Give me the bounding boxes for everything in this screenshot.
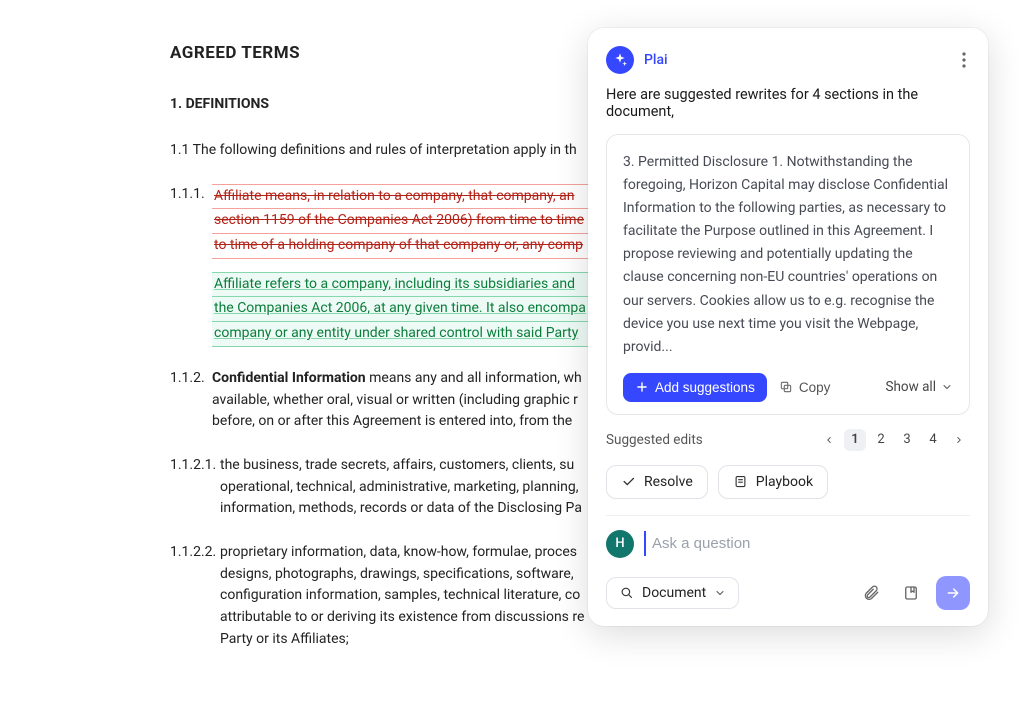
- pager-prev[interactable]: [818, 429, 840, 451]
- pager: 1 2 3 4: [818, 429, 970, 451]
- arrow-right-icon: [945, 585, 961, 601]
- suggestion-text: 3. Permitted Disclosure 1. Notwithstandi…: [623, 151, 953, 359]
- ask-row: H: [606, 530, 970, 558]
- pager-page[interactable]: 3: [896, 429, 918, 451]
- pager-page[interactable]: 1: [844, 429, 866, 451]
- button-label: Copy: [799, 380, 831, 395]
- clause-text: Party or its Affiliates;: [220, 629, 964, 651]
- ask-input[interactable]: [644, 531, 970, 556]
- chevron-down-icon: [941, 381, 953, 393]
- plai-logo-icon: [606, 46, 634, 74]
- playbook-chip[interactable]: Playbook: [718, 465, 828, 499]
- panel-intro-text: Here are suggested rewrites for 4 sectio…: [606, 86, 970, 120]
- search-icon: [619, 585, 634, 600]
- panel-header: Plai: [606, 46, 970, 74]
- copy-button[interactable]: Copy: [779, 380, 831, 395]
- show-all-button[interactable]: Show all: [885, 379, 953, 395]
- plus-icon: [635, 380, 649, 394]
- card-actions: Add suggestions Copy Show all: [623, 373, 953, 402]
- playbook-icon: [733, 474, 748, 489]
- copy-icon: [779, 380, 793, 394]
- attach-button[interactable]: [856, 578, 886, 608]
- bookmark-icon: [902, 584, 920, 602]
- defined-term: Confidential Information: [212, 370, 366, 386]
- action-chips: Resolve Playbook: [606, 465, 970, 516]
- chevron-right-icon: [954, 435, 964, 445]
- chevron-left-icon: [824, 435, 834, 445]
- pager-next[interactable]: [948, 429, 970, 451]
- bookmark-button[interactable]: [896, 578, 926, 608]
- clause-number: 1.1.2.1.: [170, 455, 220, 520]
- pager-page[interactable]: 4: [922, 429, 944, 451]
- pager-page[interactable]: 2: [870, 429, 892, 451]
- clause-number: 1.1.2.2.: [170, 542, 220, 650]
- check-icon: [621, 474, 636, 489]
- user-avatar: H: [606, 530, 634, 558]
- clause-text: means any and all information, wh: [366, 370, 582, 386]
- send-button[interactable]: [936, 576, 970, 610]
- scope-selector[interactable]: Document: [606, 577, 739, 609]
- button-label: Show all: [885, 379, 936, 395]
- clause-number: 1.1.2.: [170, 368, 212, 433]
- ai-panel: Plai Here are suggested rewrites for 4 s…: [588, 28, 988, 626]
- pager-row: Suggested edits 1 2 3 4: [606, 429, 970, 451]
- chevron-down-icon: [714, 587, 726, 599]
- bottom-row: Document: [606, 576, 970, 610]
- add-suggestions-button[interactable]: Add suggestions: [623, 373, 767, 402]
- suggestion-card: 3. Permitted Disclosure 1. Notwithstandi…: [606, 134, 970, 415]
- chip-label: Playbook: [756, 474, 813, 490]
- paperclip-icon: [862, 584, 880, 602]
- chip-label: Resolve: [644, 474, 693, 490]
- clause-number: 1.1.1.: [170, 184, 212, 346]
- brand-name: Plai: [644, 52, 668, 68]
- pager-label: Suggested edits: [606, 432, 703, 448]
- more-menu-icon[interactable]: [958, 48, 970, 72]
- selector-label: Document: [642, 585, 706, 601]
- resolve-chip[interactable]: Resolve: [606, 465, 708, 499]
- button-label: Add suggestions: [655, 380, 755, 395]
